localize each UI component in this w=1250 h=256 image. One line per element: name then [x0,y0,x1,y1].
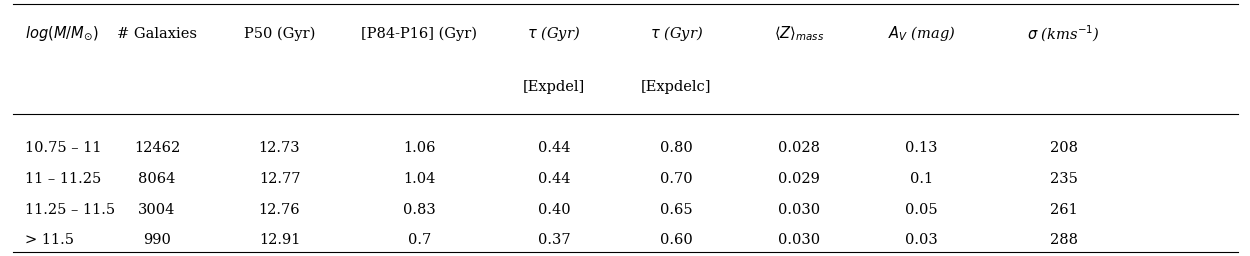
Text: 3004: 3004 [139,202,176,217]
Text: 0.030: 0.030 [778,202,820,217]
Text: 288: 288 [1050,233,1078,247]
Text: $\langle Z \rangle_{mass}$: $\langle Z \rangle_{mass}$ [774,25,824,43]
Text: 0.60: 0.60 [660,233,692,247]
Text: 0.029: 0.029 [778,173,820,186]
Text: $\tau$ (Gyr): $\tau$ (Gyr) [650,24,702,44]
Text: 1.04: 1.04 [402,173,435,186]
Text: 12.76: 12.76 [259,202,300,217]
Text: [Expdelc]: [Expdelc] [641,80,711,94]
Text: # Galaxies: # Galaxies [118,27,198,41]
Text: $log(M/M_{\odot})$: $log(M/M_{\odot})$ [25,25,99,43]
Text: 0.03: 0.03 [905,233,938,247]
Text: 0.40: 0.40 [538,202,570,217]
Text: [P84-P16] (Gyr): [P84-P16] (Gyr) [361,27,478,41]
Text: 12462: 12462 [134,141,180,155]
Text: 10.75 – 11: 10.75 – 11 [25,141,101,155]
Text: 12.73: 12.73 [259,141,300,155]
Text: 0.80: 0.80 [660,141,692,155]
Text: 235: 235 [1050,173,1078,186]
Text: 0.7: 0.7 [408,233,431,247]
Text: 0.1: 0.1 [910,173,932,186]
Text: 11 – 11.25: 11 – 11.25 [25,173,101,186]
Text: > 11.5: > 11.5 [25,233,74,247]
Text: P50 (Gyr): P50 (Gyr) [244,27,315,41]
Text: 12.91: 12.91 [259,233,300,247]
Text: 208: 208 [1050,141,1078,155]
Text: 0.028: 0.028 [778,141,820,155]
Text: 0.37: 0.37 [538,233,570,247]
Text: 0.70: 0.70 [660,173,692,186]
Text: 0.030: 0.030 [778,233,820,247]
Text: 11.25 – 11.5: 11.25 – 11.5 [25,202,115,217]
Text: 1.06: 1.06 [402,141,435,155]
Text: $\tau$ (Gyr): $\tau$ (Gyr) [528,24,580,44]
Text: 0.13: 0.13 [905,141,938,155]
Text: 990: 990 [142,233,171,247]
Text: $A_V$ (mag): $A_V$ (mag) [888,24,955,44]
Text: 0.44: 0.44 [538,141,570,155]
Text: 0.65: 0.65 [660,202,692,217]
Text: 12.77: 12.77 [259,173,300,186]
Text: 261: 261 [1050,202,1078,217]
Text: 0.83: 0.83 [402,202,435,217]
Text: [Expdel]: [Expdel] [522,80,585,94]
Text: 0.44: 0.44 [538,173,570,186]
Text: $\sigma$ (kms$^{-1}$): $\sigma$ (kms$^{-1}$) [1028,24,1100,44]
Text: 8064: 8064 [139,173,176,186]
Text: 0.05: 0.05 [905,202,938,217]
